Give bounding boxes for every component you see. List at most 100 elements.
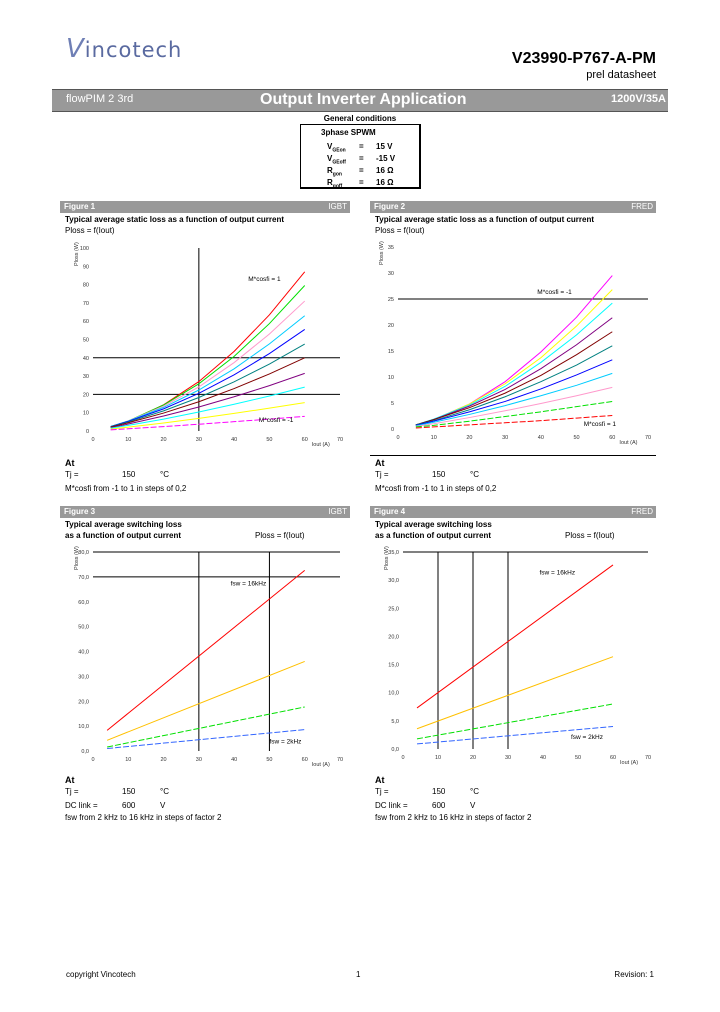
series-line bbox=[110, 372, 305, 429]
series-line bbox=[416, 564, 614, 709]
y-tick-label: 25,0 bbox=[388, 606, 399, 612]
x-tick-label: 40 bbox=[231, 757, 237, 763]
y-tick-label: 5 bbox=[391, 401, 394, 407]
modulation-mode: 3phase SPWM bbox=[321, 128, 376, 137]
y-tick-label: 30 bbox=[388, 271, 394, 277]
figure-title: Typical average static loss as a functio… bbox=[375, 215, 595, 224]
figure-title-line2: as a function of output current bbox=[65, 531, 181, 540]
footer-page-number: 1 bbox=[356, 970, 361, 979]
y-tick-label: 15 bbox=[388, 349, 394, 355]
y-tick-label: 35,0 bbox=[388, 550, 399, 556]
y-tick-label: 30,0 bbox=[388, 578, 399, 584]
page-title: Output Inverter Application bbox=[260, 91, 467, 108]
general-conditions-title: General conditions bbox=[323, 114, 397, 123]
x-tick-label: 0 bbox=[91, 757, 94, 763]
y-tick-label: 60 bbox=[83, 319, 89, 325]
temperature-unit: °C bbox=[160, 470, 169, 479]
y-axis-label: Ploss (W) bbox=[74, 546, 80, 570]
x-tick-label: 50 bbox=[266, 437, 272, 443]
figure-header: Figure 3 IGBT bbox=[60, 506, 350, 518]
sweep-note: fsw from 2 kHz to 16 kHz in steps of fac… bbox=[65, 813, 222, 822]
figure-formula: Ploss = f(Iout) bbox=[565, 531, 615, 540]
curve-annotation: M*cosfi = 1 bbox=[584, 421, 617, 428]
figure-header: Figure 4 FRED bbox=[370, 506, 656, 518]
y-tick-label: 80 bbox=[83, 283, 89, 289]
temperature-unit: °C bbox=[160, 787, 169, 796]
x-tick-label: 10 bbox=[125, 437, 131, 443]
x-tick-label: 40 bbox=[540, 755, 546, 761]
y-tick-label: 20 bbox=[83, 392, 89, 398]
product-family: flowPIM 2 3rd bbox=[66, 93, 134, 105]
general-conditions-box: 3phase SPWM VGEon = 15 V VGEoff = -15 V Rg… bbox=[300, 124, 421, 190]
rating: 1200V/35A bbox=[610, 93, 666, 105]
x-tick-label: 70 bbox=[645, 435, 651, 441]
condition-value: 16 Ω bbox=[376, 166, 394, 175]
series-line bbox=[110, 329, 305, 428]
temperature-label: Tj = bbox=[65, 470, 79, 479]
x-tick-label: 70 bbox=[337, 757, 343, 763]
conditions-at-label: At bbox=[375, 458, 385, 468]
y-tick-label: 20,0 bbox=[388, 634, 399, 640]
condition-symbol: VGEon bbox=[327, 142, 346, 154]
y-tick-label: 100 bbox=[80, 246, 89, 252]
y-tick-label: 0 bbox=[86, 429, 89, 435]
x-tick-label: 0 bbox=[91, 437, 94, 443]
footer-copyright: copyright Vincotech bbox=[66, 970, 136, 979]
x-axis-label: Iout (A) bbox=[312, 762, 330, 768]
series-line bbox=[416, 725, 614, 745]
x-tick-label: 30 bbox=[196, 437, 202, 443]
conditions-at-label: At bbox=[65, 775, 75, 785]
series-line bbox=[110, 343, 305, 428]
y-tick-label: 10,0 bbox=[388, 691, 399, 697]
x-tick-label: 0 bbox=[401, 755, 404, 761]
doc-type: prel datasheet bbox=[586, 69, 656, 81]
device-type: FRED bbox=[631, 202, 653, 211]
y-tick-label: 60,0 bbox=[78, 600, 89, 606]
condition-equals: = bbox=[359, 178, 364, 187]
curve-annotation: M*cosfi = -1 bbox=[259, 417, 294, 424]
y-tick-label: 5,0 bbox=[391, 719, 399, 725]
condition-symbol: VGEoff bbox=[327, 154, 346, 166]
x-tick-label: 40 bbox=[231, 437, 237, 443]
y-tick-label: 15,0 bbox=[388, 663, 399, 669]
device-type: IGBT bbox=[328, 507, 347, 516]
y-tick-label: 0 bbox=[391, 427, 394, 433]
series-line bbox=[416, 656, 614, 730]
x-tick-label: 60 bbox=[609, 435, 615, 441]
vincotech-logo: Vincotech bbox=[66, 34, 183, 64]
figure-label: Figure 2 bbox=[374, 202, 406, 211]
figure-title: Typical average static loss as a functio… bbox=[65, 215, 285, 224]
temperature-value: 150 bbox=[122, 787, 136, 796]
condition-value: -15 V bbox=[376, 154, 396, 163]
dc-link-unit: V bbox=[470, 801, 476, 810]
x-axis-label: Iout (A) bbox=[312, 442, 330, 448]
x-tick-label: 30 bbox=[196, 757, 202, 763]
y-tick-label: 70,0 bbox=[78, 575, 89, 581]
dc-link-unit: V bbox=[160, 801, 166, 810]
figure-title-line2: as a function of output current bbox=[375, 531, 491, 540]
x-tick-label: 50 bbox=[575, 755, 581, 761]
y-tick-label: 10,0 bbox=[78, 724, 89, 730]
x-tick-label: 20 bbox=[161, 757, 167, 763]
x-axis-label: Iout (A) bbox=[620, 760, 638, 766]
series-line bbox=[106, 660, 305, 741]
x-tick-label: 20 bbox=[466, 435, 472, 441]
y-tick-label: 80,0 bbox=[78, 550, 89, 556]
figure-label: Figure 3 bbox=[64, 507, 96, 516]
conditions-at-label: At bbox=[65, 458, 75, 468]
y-tick-label: 20 bbox=[388, 323, 394, 329]
series-line bbox=[110, 386, 305, 429]
y-tick-label: 20,0 bbox=[78, 699, 89, 705]
divider bbox=[370, 455, 656, 456]
series-line bbox=[107, 729, 305, 750]
x-tick-label: 30 bbox=[505, 755, 511, 761]
figure-formula: Ploss = f(Iout) bbox=[375, 226, 425, 235]
dc-link-value: 600 bbox=[432, 801, 446, 810]
curve-annotation: fsw = 2kHz bbox=[269, 739, 301, 746]
title-banner: flowPIM 2 3rd Output Inverter Applicatio… bbox=[52, 89, 668, 112]
series-line bbox=[107, 706, 305, 748]
figure-label: Figure 1 bbox=[64, 202, 96, 211]
y-axis-label: Ploss (W) bbox=[74, 242, 80, 266]
series-line bbox=[415, 331, 613, 426]
